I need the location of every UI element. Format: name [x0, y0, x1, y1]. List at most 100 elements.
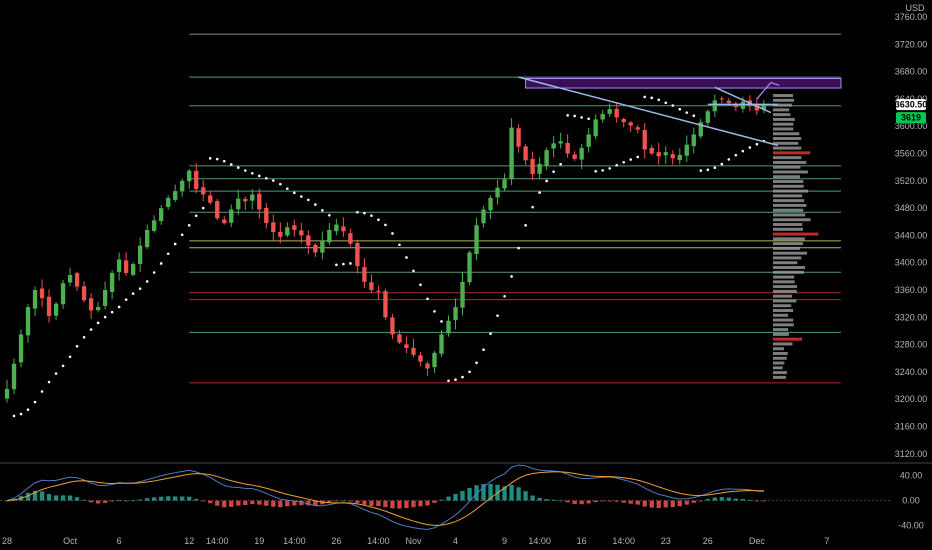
sar-dot [398, 243, 401, 247]
volume-profile-bar [772, 375, 786, 379]
candle-body [446, 320, 451, 334]
sar-dot [629, 158, 633, 161]
macd-histogram-bar [719, 497, 724, 501]
candle-body [180, 180, 185, 192]
candle-body [341, 226, 346, 232]
macd-histogram-bar [53, 495, 59, 501]
currency-label[interactable]: USD [905, 3, 925, 13]
candle-body [579, 148, 584, 160]
time-tick-label: 6 [117, 536, 122, 546]
candle-body [250, 194, 255, 201]
macd-histogram-bar [607, 500, 612, 502]
sar-dot [503, 294, 506, 298]
candle-body [215, 201, 220, 219]
price-tags: 3630.50 3619 [895, 99, 928, 124]
candle-body [502, 179, 507, 189]
candle-body [173, 191, 178, 200]
macd-histogram-bar [579, 500, 584, 505]
volume-profile-bar [772, 356, 787, 360]
macd-histogram-bar [726, 497, 731, 501]
time-tick-label: 28 [2, 536, 12, 546]
time-tick-label: 14:00 [283, 536, 306, 546]
price-tick-label: 3360.00 [895, 285, 928, 295]
macd-tick-label: 40.00 [900, 470, 923, 480]
macd-histogram-bar [88, 500, 94, 503]
sar-dot [741, 149, 745, 153]
price-axis[interactable]: 3120.00 3160.00 3200.00 3240.00 3280.00 3320.… [895, 12, 928, 531]
candle-body [474, 225, 479, 254]
volume-profile-bar [772, 127, 794, 131]
volume-profile-bar [772, 361, 785, 365]
candle-body [292, 225, 297, 230]
price-tick-label: 3760.00 [895, 12, 928, 22]
candle-body [698, 122, 703, 137]
macd-histogram-bar [432, 500, 437, 503]
volume-profile-bar [772, 132, 800, 136]
price-tick-label: 3280.00 [895, 340, 928, 350]
macd-histogram-bar [614, 500, 619, 502]
sar-dot [650, 96, 654, 100]
candle-body [411, 347, 416, 355]
sar-dot [573, 114, 576, 118]
candle-body [187, 170, 192, 182]
macd-histogram-bar [194, 498, 199, 501]
sar-dot [496, 314, 499, 317]
candle-body [222, 219, 227, 224]
candle-body [74, 273, 80, 287]
resistance-zone [525, 77, 842, 89]
sar-dot [229, 163, 233, 166]
sar-dot [384, 223, 387, 227]
sar-dot [622, 161, 626, 164]
volume-profile-bar [772, 137, 802, 141]
time-axis[interactable]: 28 Oct 6 12 14:00 19 14:00 26 14:00 Nov 4 9 14:00 16 1… [2, 536, 829, 546]
candle-body [11, 363, 17, 390]
candle-body [733, 103, 738, 108]
volume-profile-bar [772, 280, 795, 284]
candle-body [4, 388, 10, 399]
sar-dot [279, 182, 282, 186]
macd-histogram-bar [656, 500, 661, 508]
parabolic-sar-dots [12, 95, 766, 418]
macd-histogram-bar [4, 500, 10, 502]
signal-line [6, 471, 764, 526]
macd-histogram-bar [474, 485, 479, 501]
sar-dot [720, 162, 724, 166]
sar-dot [636, 155, 640, 159]
sar-dot [377, 218, 380, 222]
candle-body [327, 229, 332, 243]
volume-profile-bar [772, 194, 803, 198]
sar-dot [201, 206, 205, 210]
macd-histogram-bar [236, 500, 241, 506]
volume-profile-bar [772, 251, 808, 255]
time-tick-label: Dec [749, 536, 766, 546]
volume-profile-bar [772, 146, 802, 150]
time-tick-label: 14:00 [206, 536, 229, 546]
price-tick-label: 3400.00 [895, 258, 928, 268]
sar-dot [566, 114, 569, 117]
volume-profile-bar [772, 227, 803, 231]
sar-dot [307, 198, 310, 202]
sar-dot [103, 315, 107, 319]
macd-histogram-bar [649, 500, 654, 508]
candle-body [432, 352, 437, 368]
last-price-label: 3630.50 [895, 100, 928, 110]
macd-histogram-bar [684, 500, 689, 505]
time-tick-label: 4 [453, 536, 458, 546]
candle-body [467, 252, 472, 283]
macd-histogram-bar [74, 497, 80, 501]
macd-histogram-bar [691, 500, 696, 503]
volume-profile-bar [772, 170, 808, 174]
macd-histogram-bar [754, 500, 760, 502]
candle-body [425, 363, 430, 369]
candle-body [299, 230, 304, 236]
price-tick-label: 3520.00 [895, 176, 928, 186]
macd-histogram-bar [516, 487, 521, 501]
price-tick-label: 3560.00 [895, 149, 928, 159]
sar-dot [643, 95, 647, 99]
candle-body [271, 222, 276, 233]
macd-histogram-bar [460, 491, 465, 501]
macd-histogram-bar [313, 500, 318, 506]
sar-dot [678, 107, 682, 111]
sar-dot [75, 344, 79, 348]
